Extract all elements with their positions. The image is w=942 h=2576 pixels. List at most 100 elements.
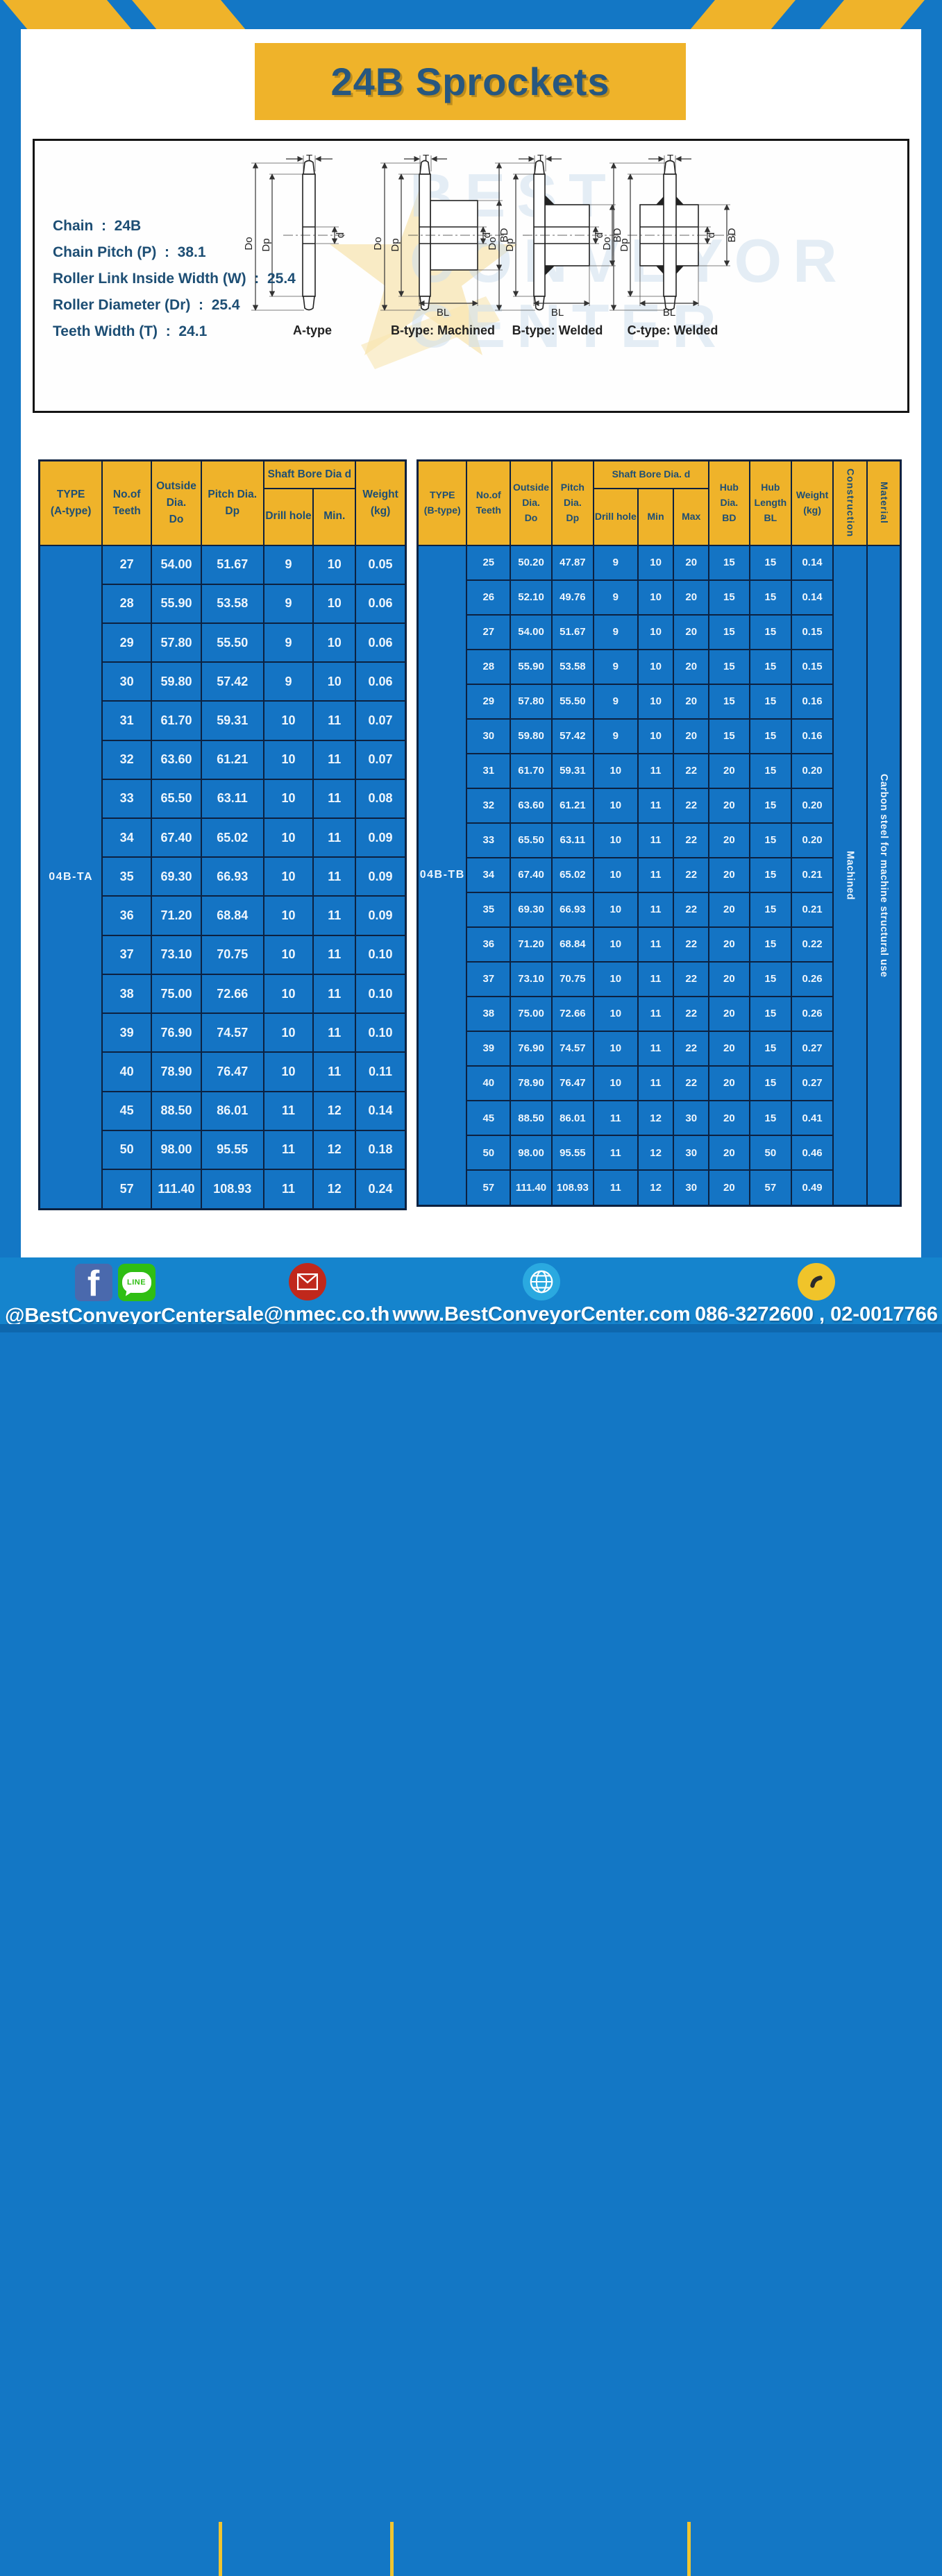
data-cell: 32 bbox=[466, 787, 512, 824]
data-cell: 0.14 bbox=[791, 579, 834, 616]
line-app-icon[interactable]: LINE bbox=[117, 1264, 155, 1301]
data-cell: 10 bbox=[262, 973, 314, 1015]
data-cell: 0.15 bbox=[791, 648, 834, 685]
diagram-panel: BEST CONVEYOR CENTER Chain : 24B Chain Pi… bbox=[33, 139, 909, 413]
data-cell: 59.80 bbox=[510, 718, 553, 754]
data-cell: 61.70 bbox=[151, 700, 202, 741]
data-cell: 55.50 bbox=[200, 622, 264, 663]
data-cell: 0.06 bbox=[355, 583, 407, 624]
drawing-caption: C-type: Welded bbox=[627, 323, 718, 337]
website-url[interactable]: www.BestConveyorCenter.com bbox=[392, 1303, 691, 1325]
spec-line: Chain Pitch (P) : 38.1 bbox=[53, 244, 206, 260]
data-cell: 0.20 bbox=[791, 822, 834, 858]
data-cell: 50 bbox=[101, 1129, 153, 1171]
email-address[interactable]: sale@nmec.co.th bbox=[224, 1303, 390, 1325]
data-cell: 15 bbox=[748, 1099, 793, 1137]
data-cell: 11 bbox=[637, 856, 675, 893]
data-cell: 55.90 bbox=[151, 583, 202, 624]
column-header: TYPE (A-type) bbox=[38, 459, 103, 546]
phone-numbers[interactable]: 086-3272600 , 02-0017766 bbox=[695, 1303, 938, 1325]
data-cell: 10 bbox=[262, 778, 314, 820]
data-cell: 65.50 bbox=[510, 822, 553, 858]
data-cell: 33 bbox=[466, 822, 512, 858]
table-row: 50 98.00 95.55 11 12 0.18 bbox=[40, 1129, 407, 1171]
data-cell: 0.11 bbox=[355, 1051, 407, 1092]
data-cell: 20 bbox=[708, 1030, 750, 1067]
data-cell: 11 bbox=[312, 700, 357, 741]
data-cell: 59.80 bbox=[151, 661, 202, 702]
data-cell: 65.02 bbox=[550, 856, 594, 893]
data-cell: 26 bbox=[466, 579, 512, 616]
b-type-spec-table: TYPE (B-type) No.of Teeth Outside Dia. Do Pitch… bbox=[417, 459, 902, 1207]
data-cell: 98.00 bbox=[151, 1129, 202, 1171]
data-cell: 10 bbox=[262, 1012, 314, 1053]
data-cell: 65.02 bbox=[200, 817, 264, 858]
data-cell: 0.26 bbox=[791, 960, 834, 997]
data-cell: 11 bbox=[262, 1090, 314, 1131]
data-cell: 74.57 bbox=[550, 1030, 594, 1067]
data-cell: 15 bbox=[748, 1030, 793, 1067]
data-cell: 22 bbox=[673, 787, 710, 824]
data-cell: 10 bbox=[637, 544, 675, 581]
data-cell: 11 bbox=[592, 1169, 639, 1207]
svg-text:d: d bbox=[335, 232, 346, 238]
data-cell: 40 bbox=[466, 1065, 512, 1102]
data-cell: 11 bbox=[637, 787, 675, 824]
data-cell: 12 bbox=[637, 1135, 675, 1171]
data-cell: 11 bbox=[312, 934, 357, 975]
phone-icon[interactable] bbox=[798, 1263, 835, 1300]
data-cell: 10 bbox=[637, 613, 675, 650]
data-cell: 15 bbox=[708, 613, 750, 650]
data-cell: 10 bbox=[312, 583, 357, 624]
data-cell: 9 bbox=[592, 613, 639, 650]
column-header: Shaft Bore Dia d bbox=[262, 459, 357, 489]
data-cell: 0.14 bbox=[355, 1090, 407, 1131]
data-cell: 0.20 bbox=[791, 787, 834, 824]
data-cell: 63.11 bbox=[200, 778, 264, 820]
data-cell: 11 bbox=[262, 1169, 314, 1210]
table-a-body: 04B-TA 27 54.00 51.67 9 10 0.05 28 55.90 53.58 9 10… bbox=[38, 544, 407, 1210]
globe-icon[interactable] bbox=[523, 1263, 560, 1300]
data-cell: 0.21 bbox=[791, 891, 834, 928]
data-cell: 76.90 bbox=[510, 1030, 553, 1067]
data-cell: 72.66 bbox=[200, 973, 264, 1015]
svg-text:Dp: Dp bbox=[260, 238, 272, 251]
data-cell: 36 bbox=[101, 895, 153, 936]
table-row: 28 55.90 53.58 9 10 0.06 bbox=[40, 583, 407, 624]
data-cell: 15 bbox=[748, 648, 793, 685]
data-cell: 11 bbox=[637, 1065, 675, 1102]
data-cell: 0.07 bbox=[355, 700, 407, 741]
data-cell: 20 bbox=[673, 579, 710, 616]
social-handle[interactable]: @BestConveyorCenter bbox=[5, 1305, 225, 1327]
email-icon[interactable] bbox=[288, 1263, 326, 1300]
table-row: 39 76.90 74.57 10 11 22 20 15 0.27 bbox=[418, 1030, 901, 1067]
spec-line: Roller Diameter (Dr) : 25.4 bbox=[53, 297, 240, 313]
data-cell: 57.42 bbox=[200, 661, 264, 702]
data-cell: 22 bbox=[673, 960, 710, 997]
footer-phone: 086-3272600 , 02-0017766 bbox=[695, 1263, 938, 1326]
spec-list: Chain : 24B Chain Pitch (P) : 38.1 Roller … bbox=[53, 213, 296, 345]
data-cell: 98.00 bbox=[510, 1135, 553, 1171]
data-cell: 37 bbox=[101, 934, 153, 975]
data-cell: 20 bbox=[708, 1099, 750, 1137]
data-cell: 10 bbox=[592, 1030, 639, 1067]
data-cell: 57.42 bbox=[550, 718, 594, 754]
data-cell: 54.00 bbox=[510, 613, 553, 650]
data-cell: 11 bbox=[637, 822, 675, 858]
data-cell: 11 bbox=[312, 778, 357, 820]
table-row: 31 61.70 59.31 10 11 22 20 15 0.20 bbox=[418, 752, 901, 789]
drawing-caption: B-type: Welded bbox=[512, 323, 603, 337]
data-cell: 30 bbox=[673, 1135, 710, 1171]
facebook-icon[interactable]: f bbox=[74, 1264, 112, 1301]
data-cell: 22 bbox=[673, 856, 710, 893]
data-cell: 0.41 bbox=[791, 1099, 834, 1137]
data-cell: 22 bbox=[673, 891, 710, 928]
data-cell: 95.55 bbox=[200, 1129, 264, 1171]
data-cell: 10 bbox=[592, 891, 639, 928]
drawing-c-type-welded: T Do Dp d BD BL C-typ bbox=[600, 152, 746, 338]
svg-text:T: T bbox=[667, 153, 673, 164]
data-cell: 20 bbox=[708, 1135, 750, 1171]
data-cell: 10 bbox=[592, 960, 639, 997]
column-header: Outside Dia. Do bbox=[151, 459, 202, 546]
data-cell: 20 bbox=[708, 960, 750, 997]
